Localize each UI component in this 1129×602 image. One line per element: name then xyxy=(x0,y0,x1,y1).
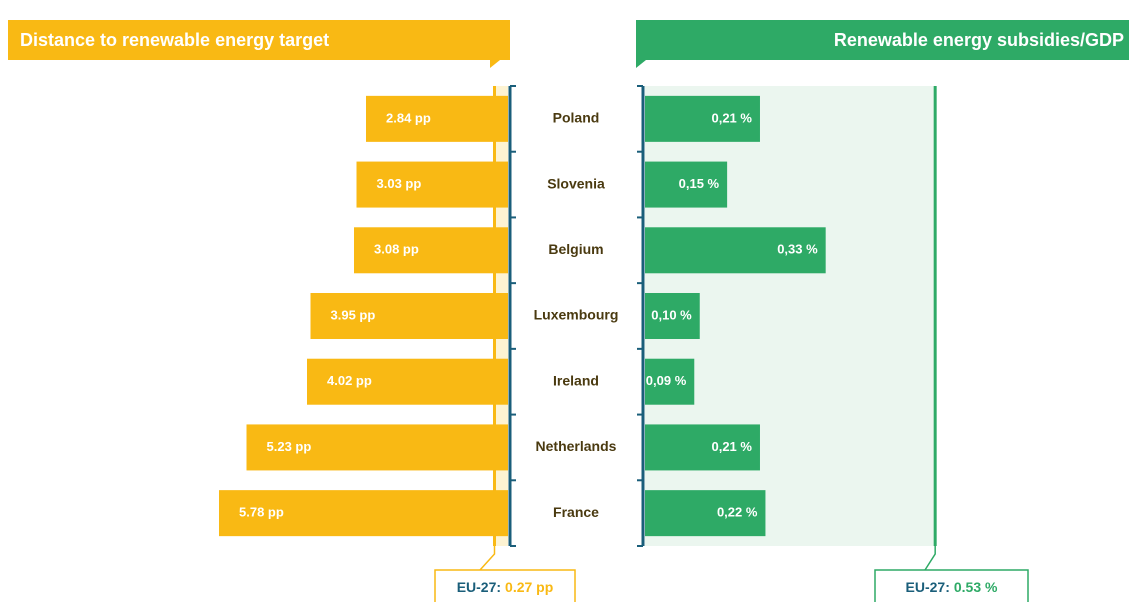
value-label: 3.95 pp xyxy=(331,307,376,322)
reference-label: EU-27: 0.53 % xyxy=(906,579,998,595)
reference-connector xyxy=(479,546,496,571)
value-label: 0,09 % xyxy=(646,373,687,388)
bar xyxy=(246,424,508,471)
reference-value: 0.53 % xyxy=(954,579,998,595)
reference-connector xyxy=(924,546,936,571)
value-label: 0,15 % xyxy=(679,176,720,191)
reference-name: EU-27: xyxy=(457,579,501,595)
category-label: Slovenia xyxy=(547,175,605,191)
bar xyxy=(307,358,508,405)
value-label: 0,22 % xyxy=(717,505,758,520)
right-title-box xyxy=(636,20,1129,68)
reference-name: EU-27: xyxy=(906,579,950,595)
bar xyxy=(310,293,508,339)
category-label: Luxembourg xyxy=(534,307,619,323)
reference-label: EU-27: 0.27 pp xyxy=(457,579,554,595)
value-label: 4.02 pp xyxy=(327,373,372,388)
bar xyxy=(645,227,826,274)
category-label: Belgium xyxy=(548,241,603,257)
bar xyxy=(645,490,766,537)
bar xyxy=(354,227,508,274)
value-label: 0,21 % xyxy=(711,439,752,454)
bar xyxy=(366,95,508,142)
reference-value: 0.27 pp xyxy=(505,579,553,595)
category-label: Netherlands xyxy=(536,438,617,454)
value-label: 3.08 pp xyxy=(374,242,419,257)
reference-box xyxy=(434,569,576,602)
bar xyxy=(645,358,695,405)
value-label: 5.78 pp xyxy=(239,505,284,520)
value-label: 0,21 % xyxy=(711,110,752,125)
left-title-box xyxy=(8,20,510,68)
bar xyxy=(356,161,508,208)
value-label: 0,10 % xyxy=(651,307,692,322)
value-label: 2.84 pp xyxy=(386,110,431,125)
value-label: 5.23 pp xyxy=(267,439,312,454)
category-label: France xyxy=(553,504,599,520)
category-label: Poland xyxy=(553,110,600,126)
value-label: 3.03 pp xyxy=(377,176,422,191)
bar xyxy=(645,424,760,471)
reference-box xyxy=(874,569,1029,602)
left-title: Distance to renewable energy target xyxy=(20,30,329,50)
category-label: Ireland xyxy=(553,372,599,388)
bar xyxy=(645,95,760,142)
bar xyxy=(219,490,508,537)
bar xyxy=(645,293,700,339)
value-label: 0,33 % xyxy=(777,242,818,257)
right-title: Renewable energy subsidies/GDP xyxy=(834,30,1124,50)
bar xyxy=(645,161,728,208)
